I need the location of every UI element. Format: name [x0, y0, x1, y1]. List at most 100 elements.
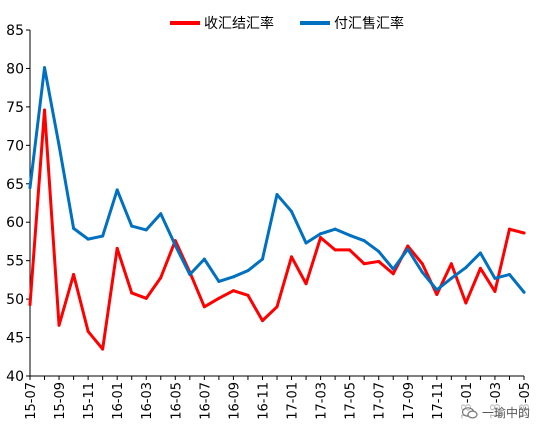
- x-axis: 15-07 15-09 15-11 16-01 16-03 16-05 16-07 16-09…: [24, 375, 533, 420]
- data-point: [246, 269, 250, 273]
- data-point: [507, 227, 511, 231]
- watermark-text: 一瑜中的: [481, 406, 530, 420]
- data-point: [391, 272, 395, 276]
- legend-label: 收汇结汇率: [204, 15, 274, 32]
- x-tick-label: 17-07: [373, 382, 388, 420]
- data-point: [72, 273, 76, 277]
- x-tick-label: 16-09: [227, 382, 242, 420]
- data-point: [202, 305, 206, 309]
- y-tick-label: 85: [6, 23, 24, 39]
- y-tick-label: 55: [6, 254, 24, 270]
- legend: 收汇结汇率 付汇售汇率: [170, 15, 404, 32]
- data-point: [57, 143, 61, 147]
- series-line: [28, 66, 526, 294]
- data-point: [275, 305, 279, 309]
- data-point: [188, 273, 192, 277]
- data-point: [464, 301, 468, 305]
- data-point: [435, 292, 439, 296]
- data-point: [43, 108, 47, 112]
- data-point: [290, 255, 294, 259]
- data-point: [362, 239, 366, 243]
- data-point: [28, 302, 32, 306]
- data-point: [115, 246, 119, 250]
- data-point: [144, 296, 148, 300]
- data-point: [57, 323, 61, 327]
- data-point: [304, 282, 308, 286]
- y-axis: 40 45 50 55 60 65 70 75 80 85: [6, 23, 31, 385]
- data-point: [493, 276, 497, 280]
- data-point: [231, 275, 235, 279]
- data-point: [449, 262, 453, 266]
- x-tick-label: 17-01: [286, 382, 301, 420]
- data-point: [333, 227, 337, 231]
- data-point: [319, 236, 323, 240]
- data-point: [464, 266, 468, 270]
- x-tick-label: 16-11: [256, 382, 271, 420]
- data-point: [159, 212, 163, 216]
- data-point: [449, 276, 453, 280]
- data-point: [275, 193, 279, 197]
- x-tick-label: 16-05: [169, 382, 184, 420]
- data-point: [319, 232, 323, 236]
- x-tick-label: 16-01: [111, 382, 126, 420]
- data-point: [217, 296, 221, 300]
- data-point: [391, 267, 395, 271]
- series-0: [28, 108, 526, 351]
- y-tick-label: 50: [6, 292, 24, 308]
- x-tick-label: 15-09: [53, 382, 68, 420]
- data-point: [28, 186, 32, 190]
- data-point: [173, 243, 177, 247]
- data-point: [72, 226, 76, 230]
- y-tick-label: 65: [6, 177, 24, 193]
- data-point: [101, 347, 105, 351]
- data-point: [231, 289, 235, 293]
- data-point: [159, 276, 163, 280]
- data-point: [493, 289, 497, 293]
- data-point: [290, 209, 294, 213]
- x-tick-label: 17-09: [402, 382, 417, 420]
- legend-item: 付汇售汇率: [300, 15, 404, 32]
- data-point: [260, 257, 264, 261]
- data-point: [406, 244, 410, 248]
- data-point: [478, 251, 482, 255]
- data-point: [260, 319, 264, 323]
- x-tick-label: 16-03: [140, 382, 155, 420]
- data-point: [86, 237, 90, 241]
- data-point: [304, 241, 308, 245]
- x-tick-label: 17-11: [431, 382, 446, 420]
- data-point: [348, 233, 352, 237]
- x-tick-label: 16-07: [198, 382, 213, 420]
- data-point: [130, 291, 134, 295]
- data-point: [362, 262, 366, 266]
- y-tick-label: 75: [6, 100, 24, 116]
- x-tick-label: 15-07: [24, 382, 39, 420]
- data-point: [144, 228, 148, 232]
- data-point: [217, 279, 221, 283]
- data-point: [507, 273, 511, 277]
- data-point: [202, 257, 206, 261]
- data-point: [333, 248, 337, 252]
- data-point: [522, 231, 526, 235]
- x-tick-label: 17-03: [315, 382, 330, 420]
- data-point: [377, 249, 381, 253]
- data-point: [101, 234, 105, 238]
- x-tick-label: 15-11: [82, 382, 97, 420]
- watermark: 一瑜中的: [458, 403, 533, 422]
- x-tick-label: 17-05: [344, 382, 359, 420]
- y-tick-label: 60: [6, 215, 24, 231]
- data-point: [348, 248, 352, 252]
- data-point: [435, 288, 439, 292]
- data-point: [115, 188, 119, 192]
- data-point: [246, 293, 250, 297]
- legend-label: 付汇售汇率: [334, 15, 404, 32]
- series-layer: [28, 66, 526, 351]
- data-point: [377, 259, 381, 263]
- data-point: [43, 66, 47, 70]
- data-point: [478, 266, 482, 270]
- y-tick-label: 80: [6, 61, 24, 77]
- series-1: [28, 66, 526, 294]
- y-tick-label: 45: [6, 331, 24, 347]
- data-point: [406, 247, 410, 251]
